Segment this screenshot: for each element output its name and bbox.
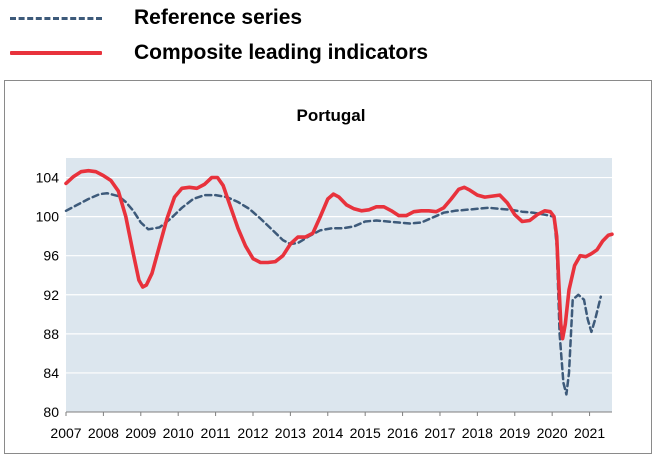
x-tick-label: 2013 [275,425,306,441]
y-tick-label: 100 [36,209,60,225]
x-tick-label: 2017 [424,425,455,441]
x-tick-label: 2014 [312,425,343,441]
legend-label-cli: Composite leading indicators [134,41,429,64]
x-tick-label: 2011 [201,425,231,441]
y-tick-label: 96 [43,248,59,264]
gridlines [66,176,612,374]
x-tick-label: 2015 [350,425,381,441]
y-tick-label: 104 [36,170,60,186]
x-tick-label: 2021 [574,425,605,441]
series-line-reference [64,191,603,396]
y-tick-label: 80 [43,404,59,420]
x-tick-label: 2012 [237,425,268,441]
x-tick-label: 2020 [537,425,568,441]
chart-legend: Reference series Composite leading indic… [0,0,661,75]
x-tick-label: 2018 [462,425,493,441]
plot-area [66,158,612,412]
x-tick-label: 2007 [50,425,81,441]
legend-label-reference: Reference series [134,6,303,29]
x-tick-label: 2008 [88,425,119,441]
y-tick-label: 92 [43,287,59,303]
axes: 80 84 88 92 96 100 104 2007 2008 2009 2010 2011 2012… [36,170,612,441]
x-tick-label: 2016 [387,425,418,441]
x-tick-label: 2019 [499,425,530,441]
chart-title: Portugal [297,106,366,125]
x-tick-label: 2010 [163,425,194,441]
y-tick-label: 88 [43,326,59,342]
series-line-cli [64,168,614,341]
legend-swatch-cli [10,51,102,55]
legend-swatch-reference [10,16,102,20]
series-layer [64,168,614,396]
x-tick-label: 2009 [125,425,156,441]
legend-item-reference: Reference series [10,3,302,33]
y-tick-label: 84 [43,365,59,381]
legend-item-cli: Composite leading indicators [10,38,428,68]
